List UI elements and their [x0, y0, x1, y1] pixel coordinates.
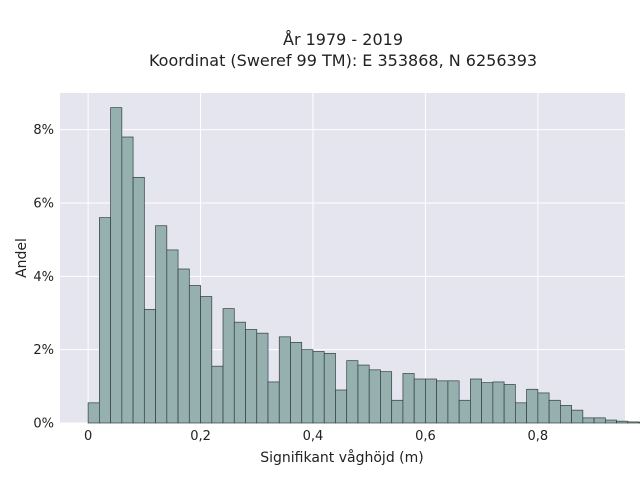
histogram-bar-2 — [110, 107, 123, 424]
histogram-bar-15 — [256, 332, 269, 424]
histogram-bar-11 — [211, 365, 224, 424]
histogram-bar-38 — [515, 402, 527, 424]
histogram-bar-26 — [380, 371, 393, 424]
histogram-bar-27 — [391, 399, 404, 424]
histogram-bar-22 — [335, 389, 348, 424]
x-tick-label-4: 0,8 — [528, 429, 549, 444]
histogram-bar-46 — [604, 419, 617, 424]
histogram-bar-30 — [425, 378, 438, 424]
y-tick-label-4: 8% — [33, 123, 54, 138]
histogram-bar-6 — [155, 225, 168, 424]
y-tick-label-3: 6% — [33, 197, 54, 212]
histogram-bar-19 — [301, 349, 314, 424]
y-tick-label-1: 2% — [33, 343, 54, 358]
histogram-bar-44 — [582, 417, 595, 424]
histogram-bar-20 — [312, 351, 325, 424]
histogram-bar-48 — [627, 421, 640, 424]
histogram-bar-39 — [526, 388, 539, 424]
y-tick-label-2: 4% — [33, 270, 54, 285]
histogram-bar-17 — [278, 336, 291, 424]
histogram-bar-31 — [436, 380, 449, 424]
histogram-bar-7 — [166, 249, 179, 424]
histogram-bar-37 — [503, 384, 516, 424]
histogram-bar-14 — [245, 329, 258, 424]
histogram-bar-36 — [492, 381, 505, 424]
x-tick-label-3: 0,6 — [415, 429, 436, 444]
y-tick-labels: 0% 2% 4% 6% 8% — [33, 123, 54, 431]
bars — [87, 107, 640, 424]
histogram-bar-23 — [346, 360, 359, 424]
histogram-bar-12 — [222, 308, 235, 424]
histogram-bar-9 — [188, 285, 201, 424]
histogram-bar-8 — [177, 268, 190, 424]
x-tick-label-1: 0,2 — [190, 429, 211, 444]
chart-title-line2: Koordinat (Sweref 99 TM): E 353868, N 62… — [149, 51, 537, 70]
histogram-bar-32 — [447, 380, 460, 424]
chart-title-line1: År 1979 - 2019 — [283, 30, 403, 49]
histogram-bar-25 — [368, 369, 381, 424]
histogram-bar-47 — [616, 420, 629, 424]
x-tick-labels: 0 0,2 0,4 0,6 0,8 — [84, 429, 548, 444]
histogram-bar-40 — [537, 392, 550, 424]
histogram-bar-4 — [132, 176, 145, 424]
histogram-bar-5 — [143, 308, 156, 424]
histogram-bar-28 — [402, 373, 415, 424]
histogram-bar-10 — [200, 296, 213, 424]
histogram-bar-42 — [559, 405, 572, 424]
histogram-bar-13 — [233, 321, 246, 424]
histogram-bar-33 — [458, 399, 471, 424]
histogram-bar-0 — [87, 402, 100, 424]
histogram-bar-34 — [470, 378, 482, 424]
y-axis-label: Andel — [14, 238, 30, 278]
histogram-bar-16 — [267, 381, 280, 424]
y-tick-label-0: 0% — [33, 417, 54, 432]
histogram-bar-24 — [357, 364, 370, 424]
histogram-bar-21 — [323, 352, 336, 424]
histogram-bar-3 — [121, 136, 134, 424]
x-tick-label-0: 0 — [84, 429, 92, 444]
histogram-bar-1 — [99, 217, 111, 424]
histogram-bar-41 — [548, 399, 561, 424]
x-axis-label: Signifikant våghöjd (m) — [260, 449, 423, 466]
histogram-bar-43 — [571, 409, 584, 424]
histogram-bar-45 — [593, 417, 606, 424]
x-tick-label-2: 0,4 — [303, 429, 324, 444]
histogram-bar-18 — [290, 341, 303, 424]
histogram-bar-29 — [413, 378, 426, 424]
histogram-bar-35 — [481, 382, 494, 424]
